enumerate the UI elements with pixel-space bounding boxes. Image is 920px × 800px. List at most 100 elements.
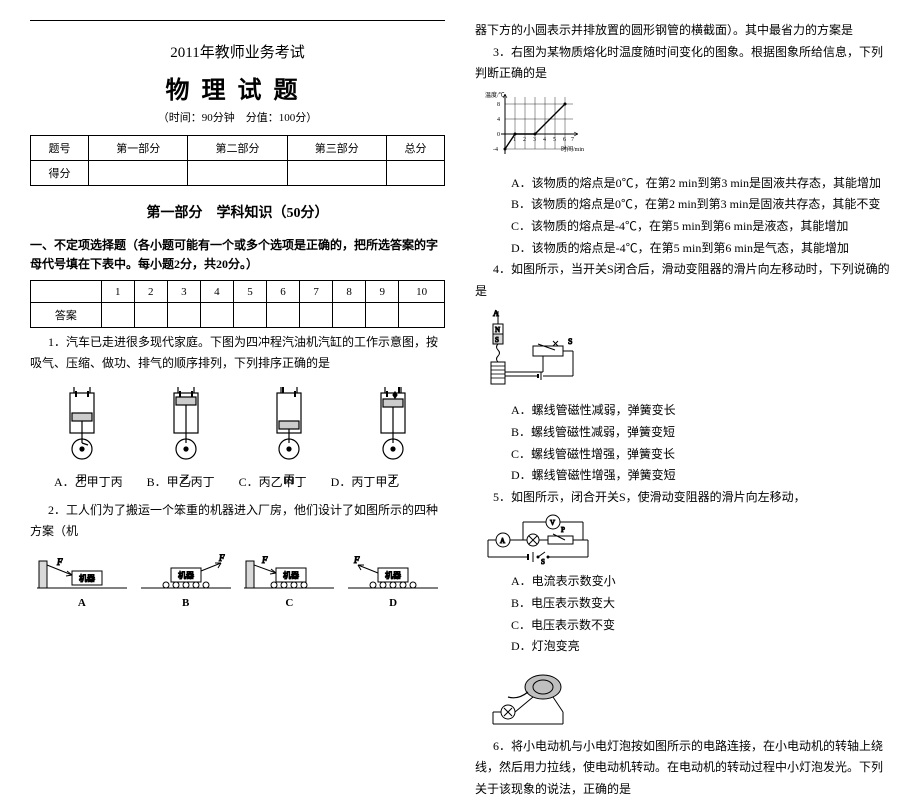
svg-text:温度/℃: 温度/℃	[485, 91, 505, 99]
piston-label: 甲	[52, 471, 112, 487]
ans-header: 4	[200, 281, 233, 303]
answer-table: 1 2 3 4 5 6 7 8 9 10 答案	[30, 280, 445, 328]
q4-stem: 4．如图所示，当开关S闭合后，滑动变阻器的滑片向左移动时，下列说确的是	[475, 259, 890, 302]
scheme-label: B	[141, 597, 231, 609]
motor-figure	[483, 662, 573, 732]
svg-text:2: 2	[523, 137, 526, 143]
q2-text: 2．工人们为了搬运一个笨重的机器进入厂房，他们设计了如图所示的四种方案（机	[30, 500, 445, 541]
q4-opt-b: B．螺线管磁性减弱，弹簧变短	[475, 422, 890, 444]
ans-header: 2	[134, 281, 167, 303]
svg-text:F: F	[56, 557, 63, 567]
svg-text:8: 8	[497, 102, 500, 108]
svg-text:机器: 机器	[385, 570, 401, 580]
svg-text:S: S	[541, 558, 545, 566]
ans-cell	[233, 303, 266, 328]
piston-label: 乙	[156, 471, 216, 487]
circuit-figure: V A S P	[483, 512, 593, 567]
svg-text:6: 6	[563, 137, 566, 143]
solenoid-figure: A N S S	[483, 306, 583, 396]
melting-graph: 8 4 0 -4 1234567 温度/℃ 时间/min	[483, 89, 593, 169]
score-header: 第二部分	[188, 136, 287, 161]
piston-icon: 乙	[156, 385, 216, 465]
q3-opt-c: C．该物质的熔点是-4℃，在第5 min到第6 min是液态，其能增加	[475, 216, 890, 238]
scheme-icon: 机器 F A	[37, 553, 127, 609]
piston-icon: 丙	[259, 385, 319, 465]
score-header: 第三部分	[287, 136, 386, 161]
ans-cell	[167, 303, 200, 328]
svg-text:F: F	[353, 555, 360, 565]
ans-header: 9	[366, 281, 399, 303]
ans-header: 10	[399, 281, 445, 303]
q5-opt-a: A．电流表示数变小	[475, 571, 890, 593]
q5-opt-b: B．电压表示数变大	[475, 593, 890, 615]
ans-header	[31, 281, 102, 303]
svg-text:N: N	[495, 326, 500, 334]
ans-cell	[399, 303, 445, 328]
ans-cell	[333, 303, 366, 328]
svg-text:0: 0	[497, 132, 500, 138]
svg-text:3: 3	[533, 137, 536, 143]
scheme-icon: 机器 F D	[348, 553, 438, 609]
ans-cell	[200, 303, 233, 328]
piston-icon: 丁	[363, 385, 423, 465]
scheme-icon: 机器 F B	[141, 553, 231, 609]
scheme-figures: 机器 F A 机器 F B 机器 F C 机器 F D	[30, 553, 445, 609]
svg-text:A: A	[500, 537, 505, 545]
left-column: 2011年教师业务考试 物理试题 （时间：90分钟 分值：100分） 题号 第一…	[30, 20, 445, 630]
q3-opt-a: A．该物质的熔点是0℃，在第2 min到第3 min是固液共存态，其能增加	[475, 173, 890, 195]
q3-opt-d: D．该物质的熔点是-4℃，在第5 min到第6 min是气态，其能增加	[475, 238, 890, 260]
scheme-label: D	[348, 597, 438, 609]
piston-label: 丁	[363, 471, 423, 487]
svg-text:4: 4	[497, 117, 500, 123]
ans-header: 3	[167, 281, 200, 303]
svg-text:5: 5	[553, 137, 556, 143]
q2-continuation: 器下方的小圆表示并排放置的圆形钢管的横截面）。其中最省力的方案是	[475, 20, 890, 42]
score-header: 题号	[31, 136, 89, 161]
part1-heading: 第一部分 学科知识（50分）	[30, 202, 445, 222]
svg-text:机器: 机器	[178, 570, 194, 580]
scheme-label: A	[37, 597, 127, 609]
score-row-label: 得分	[31, 161, 89, 186]
ans-cell	[101, 303, 134, 328]
ans-cell	[134, 303, 167, 328]
part1-instruction: 一、不定项选择题（各小题可能有一个或多个选项是正确的，把所选答案的字母代号填在下…	[30, 236, 445, 274]
score-cell	[386, 161, 444, 186]
ans-cell	[300, 303, 333, 328]
right-column: 器下方的小圆表示并排放置的圆形钢管的横截面）。其中最省力的方案是 3．右图为某物…	[475, 20, 890, 630]
q4-opt-d: D．螺线管磁性增强，弹簧变短	[475, 465, 890, 487]
svg-text:F: F	[261, 555, 268, 565]
score-cell	[287, 161, 386, 186]
timing: （时间：90分钟 分值：100分）	[30, 109, 445, 125]
q6-stem: 6．将小电动机与小电灯泡按如图所示的电路连接，在小电动机的转轴上绕线，然后用力拉…	[475, 736, 890, 800]
svg-text:4: 4	[543, 137, 546, 143]
score-table: 题号 第一部分 第二部分 第三部分 总分 得分	[30, 135, 445, 186]
svg-text:-4: -4	[493, 147, 498, 153]
score-cell	[89, 161, 188, 186]
svg-text:机器: 机器	[283, 570, 299, 580]
ans-header: 5	[233, 281, 266, 303]
piston-icon: 甲	[52, 385, 112, 465]
svg-text:V: V	[550, 519, 555, 527]
q5-opt-c: C．电压表示数不变	[475, 615, 890, 637]
piston-figures: 甲 乙 丙 丁	[30, 385, 445, 465]
svg-text:F: F	[218, 553, 225, 563]
q3-opt-b: B．该物质的熔点是0℃，在第2 min到第3 min是固液共存态，其能不变	[475, 194, 890, 216]
scheme-icon: 机器 F C	[244, 553, 334, 609]
svg-text:P: P	[561, 526, 565, 534]
q3-stem: 3．右图为某物质熔化时温度随时间变化的图象。根据图象所给信息，下列判断正确的是	[475, 42, 890, 85]
q1-text: 1．汽车已走进很多现代家庭。下图为四冲程汽油机汽缸的工作示意图，按吸气、压缩、做…	[30, 332, 445, 373]
score-header: 第一部分	[89, 136, 188, 161]
svg-text:S: S	[495, 336, 499, 344]
ans-row-label: 答案	[31, 303, 102, 328]
q4-opt-a: A．螺线管磁性减弱，弹簧变长	[475, 400, 890, 422]
scheme-label: C	[244, 597, 334, 609]
svg-text:7: 7	[571, 137, 574, 143]
ans-header: 6	[267, 281, 300, 303]
svg-text:S: S	[568, 337, 572, 346]
ans-cell	[366, 303, 399, 328]
ans-header: 1	[101, 281, 134, 303]
q4-opt-c: C．螺线管磁性增强，弹簧变长	[475, 444, 890, 466]
exam-year-title: 2011年教师业务考试	[30, 41, 445, 62]
ans-header: 8	[333, 281, 366, 303]
svg-text:机器: 机器	[79, 573, 95, 583]
